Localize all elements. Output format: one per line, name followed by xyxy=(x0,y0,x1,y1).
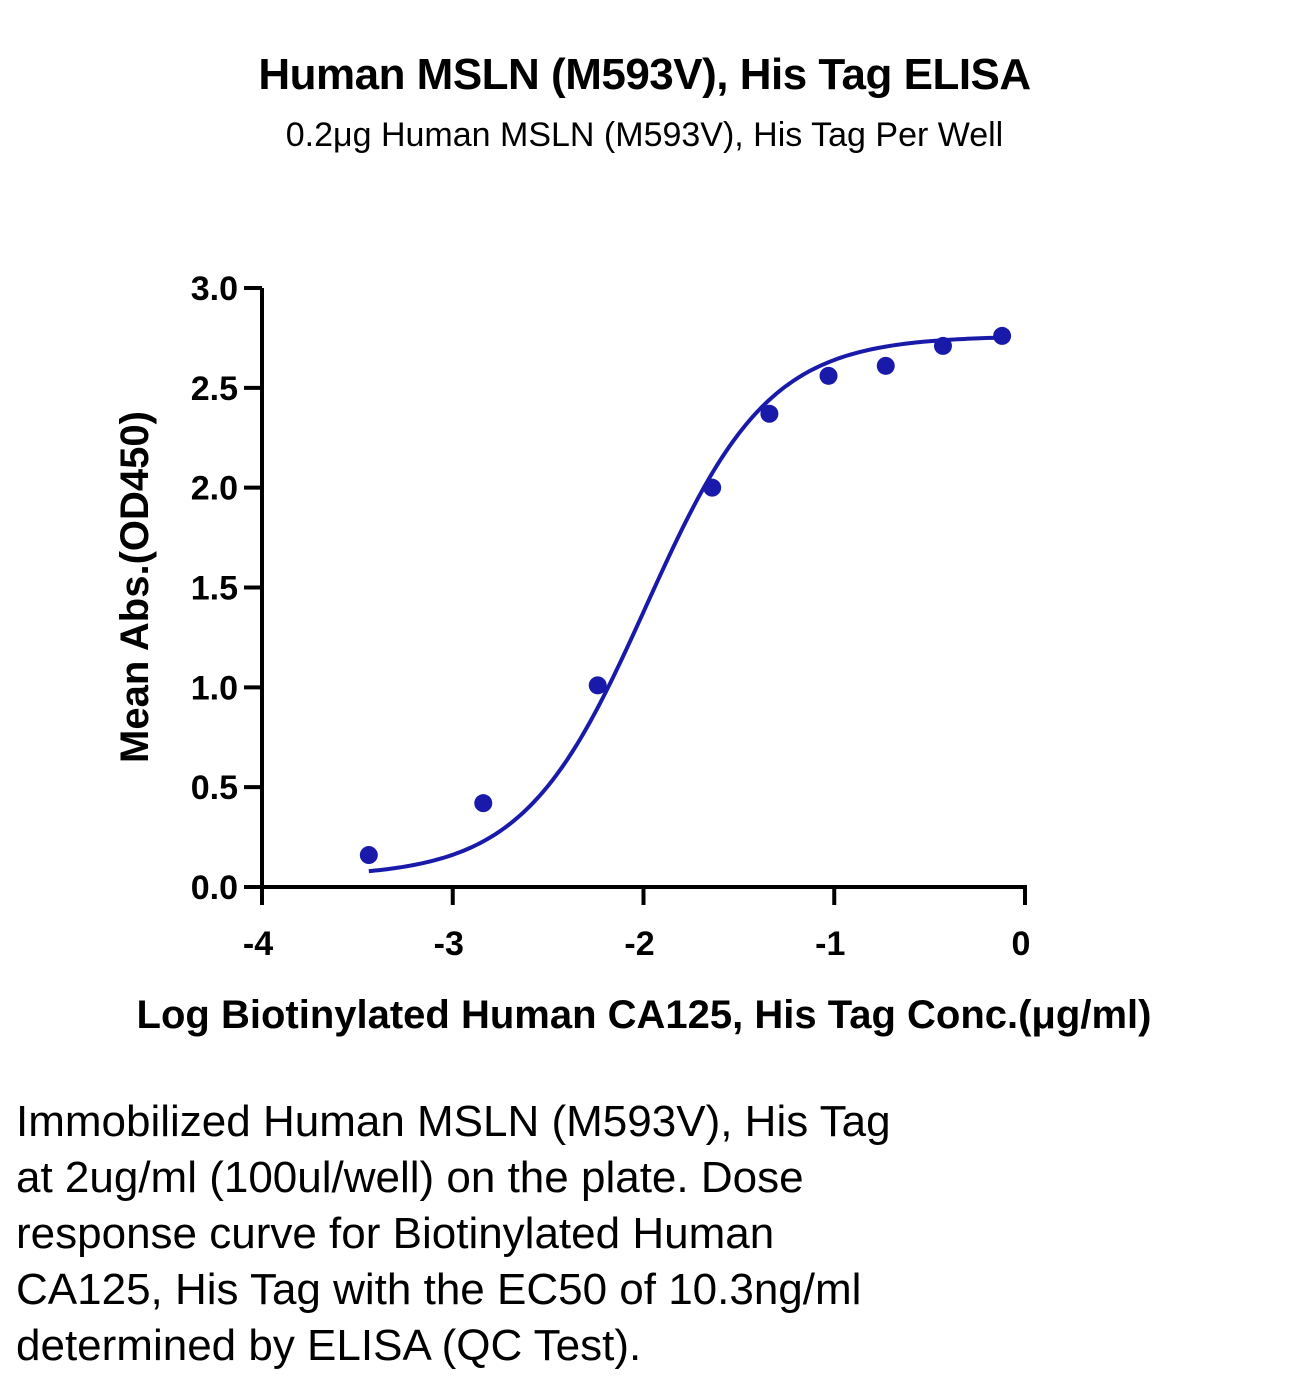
chart-subtitle: 0.2μg Human MSLN (M593V), His Tag Per We… xyxy=(285,116,1004,154)
y-tick-label: 2.0 xyxy=(191,470,238,508)
data-point xyxy=(703,478,722,497)
chart-title: Human MSLN (M593V), His Tag ELISA xyxy=(258,50,1031,99)
data-point xyxy=(588,676,607,695)
y-axis-title: Mean Abs.(OD450) xyxy=(113,411,157,763)
y-tick-label: 1.5 xyxy=(191,570,238,608)
y-tick-label: 3.0 xyxy=(191,270,238,308)
x-tick-label: 0 xyxy=(1012,925,1031,963)
data-point xyxy=(359,846,378,865)
y-tick-label: 0.0 xyxy=(191,869,238,907)
data-points xyxy=(359,326,1012,865)
data-point xyxy=(474,794,493,813)
y-tick-label: 2.5 xyxy=(191,370,238,408)
y-tick-label: 1.0 xyxy=(191,669,238,707)
elisa-chart: 0.0 0.5 1.0 1.5 2.0 2.5 3.0 -4 -3 -2 -1 0 Log Biot… xyxy=(113,270,1152,1037)
x-axis-title: Log Biotinylated Human CA125, His Tag Co… xyxy=(137,993,1152,1037)
data-point xyxy=(819,366,838,385)
y-tick-label: 0.5 xyxy=(191,769,238,807)
fit-curve xyxy=(368,335,1003,874)
data-point xyxy=(760,404,779,423)
data-point xyxy=(876,356,895,375)
x-axis: -4 -3 -2 -1 0 xyxy=(243,885,1031,963)
figure-caption: Immobilized Human MSLN (M593V), His Tag … xyxy=(16,1097,891,1370)
data-point xyxy=(993,326,1012,345)
data-point xyxy=(933,336,952,355)
y-axis: 0.0 0.5 1.0 1.5 2.0 2.5 3.0 xyxy=(191,270,264,907)
x-tick-label: -3 xyxy=(434,925,464,963)
x-tick-label: -4 xyxy=(243,925,273,963)
x-tick-label: -1 xyxy=(815,925,845,963)
x-tick-label: -2 xyxy=(624,925,654,963)
